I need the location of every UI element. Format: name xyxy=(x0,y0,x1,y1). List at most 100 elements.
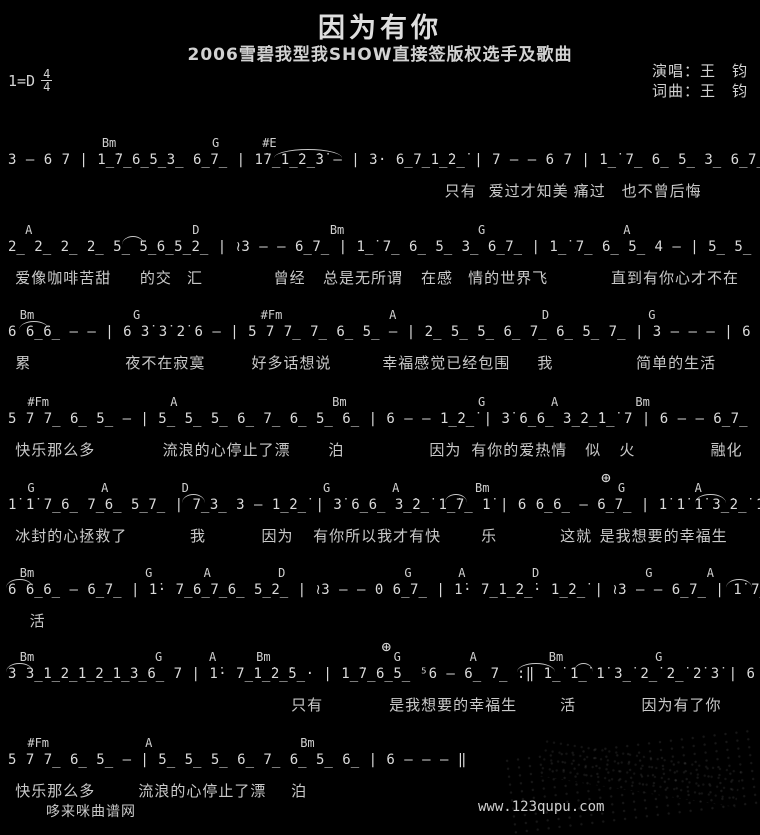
tie-arc xyxy=(695,494,726,503)
lyric-segment: 似 xyxy=(585,441,602,459)
lyric-segment: 活 xyxy=(29,612,46,630)
chord-label: A xyxy=(706,566,715,580)
score-line-7: Bm G A Bm ⊕ G A Bm G 3 3̲1̲2̲1̲2̲1̲3̲6̲ 7 | 1̇· 7… xyxy=(0,637,760,732)
chord-label: A xyxy=(389,308,397,322)
chord-label: G xyxy=(404,566,412,580)
lyric-segment: 是我想要的幸福生 xyxy=(599,527,728,545)
credit-singer: 演唱：王 钧 xyxy=(651,62,748,80)
chord-label: G xyxy=(323,481,331,495)
lyric-segment: 是我想要的幸福生 xyxy=(389,696,518,714)
score-line-5: G A D G A Bm ⊕ G A 1̇ 1̇ 7̲6̲ 7̲6̲ 5̲7̲ | 7̲3̲ 3 … xyxy=(0,468,760,563)
chord-label: Bm xyxy=(19,566,35,580)
lyric-segment: 因为有了你 xyxy=(641,696,722,714)
tie-arc xyxy=(573,663,593,672)
lyric-segment: 也不曾后悔 xyxy=(621,182,702,200)
lyric-segment: 融化 xyxy=(710,441,743,459)
lyric-segment: 幸福感觉已经包围 xyxy=(382,354,511,372)
coda-icon: ⊕ xyxy=(381,637,392,656)
chord-label: A xyxy=(209,650,217,664)
chord-label: Bm xyxy=(548,650,564,664)
chord-label: Bm xyxy=(19,650,35,664)
lyric-segment: 我 xyxy=(537,354,554,372)
chord-label: G xyxy=(478,223,486,237)
chord-label: G xyxy=(393,650,401,664)
score-line-4: #Fm A Bm G A Bm 5 7 7̲ 6̲ 5̲ – | 5̲ 5̲ 5̲ 6̲ 7… xyxy=(0,395,760,477)
time-signature-bottom: 4 xyxy=(43,80,51,94)
lyric-segment: 快乐那么多 xyxy=(15,441,96,459)
chord-label: G xyxy=(145,566,153,580)
chord-label: D xyxy=(192,223,200,237)
chord-label: #Fm xyxy=(27,736,50,750)
chord-label: G xyxy=(212,136,220,150)
tie-arc xyxy=(444,494,468,503)
chord-label: G xyxy=(155,650,163,664)
chord-label: A xyxy=(551,395,559,409)
chord-label: Bm xyxy=(256,650,271,664)
chord-label: G xyxy=(133,308,141,322)
lyric-segment: 曾经 xyxy=(273,269,306,287)
chord-label: Bm xyxy=(329,223,345,237)
lyric-segment: 因为 xyxy=(429,441,462,459)
tie-arc xyxy=(182,494,206,503)
lyric-segment: 有你所以我才有快 xyxy=(313,527,442,545)
lyric-segment: 的交 xyxy=(139,269,172,287)
score-line-3: Bm G #Fm A D G 6 6̲6̲ – – | 6 3̇ 3̇ 2̇ 6 – | 5… xyxy=(0,308,760,390)
lyric-segment: 直到有你心才不在 xyxy=(611,269,740,287)
lyric-segment: 火 xyxy=(619,441,636,459)
chord-label: G xyxy=(655,650,663,664)
chord-label: A xyxy=(623,223,631,237)
chord-label: #Fm xyxy=(27,395,50,409)
chord-label: D xyxy=(541,308,550,322)
footer-site-url: www.123qupu.com xyxy=(478,799,605,815)
lyric-segment: 我 xyxy=(190,527,207,545)
score-line-8: #Fm A Bm 5 7 7̲ 6̲ 5̲ – | 5̲ 5̲ 5̲ 6̲ 7̲ 6̲… xyxy=(0,736,760,818)
chord-label: Bm xyxy=(332,395,347,409)
notes-line: 3 – 6 7 | 1̲̇7̲6̲5̲3̲ 6̲7̲ | 1̇7̲1̲̇2̲̇3… xyxy=(8,152,760,168)
lyric-segment: 夜不在寂寞 xyxy=(125,354,206,372)
chord-label: A xyxy=(101,481,109,495)
credits: 演唱：王 钧 词曲：王 钧 xyxy=(652,62,748,101)
lyric-segment: 痛过 xyxy=(573,182,606,200)
lyric-segment: 泊 xyxy=(291,782,308,800)
tie-arc xyxy=(121,236,145,245)
lyric-segment: 爱像咖啡苦甜 xyxy=(15,269,112,287)
song-subtitle: 2006雪碧我型我SHOW直接签版权选手及歌曲 xyxy=(187,45,573,65)
chord-label: G xyxy=(617,481,626,495)
song-title: 因为有你 xyxy=(318,13,442,44)
lyric-segment: 好多话想说 xyxy=(251,354,332,372)
footer-site-name: 哆来咪曲谱网 xyxy=(46,804,136,820)
lyric-segment: 活 xyxy=(560,696,577,714)
chord-label: #Fm xyxy=(260,308,283,322)
tie-arc xyxy=(725,579,753,588)
notes-line: 3 3̲1̲2̲1̲2̲1̲3̲6̲ 7 | 1̇· 7̲1̲̇2̲̇5̲· |… xyxy=(8,666,756,682)
chord-label: A xyxy=(694,481,702,495)
lyric-segment: 总是无所谓 xyxy=(323,269,404,287)
chord-label: G xyxy=(648,308,656,322)
notes-line: 1̇ 1̇ 7̲6̲ 7̲6̲ 5̲7̲ | 7̲3̲ 3 – 1̲̇2̲̇ |… xyxy=(8,497,760,513)
chord-label: A xyxy=(458,566,466,580)
lyric-segment: 简单的生活 xyxy=(636,354,717,372)
chord-label: G xyxy=(27,481,35,495)
lyric-segment: 在感 xyxy=(421,269,454,287)
coda-icon: ⊕ xyxy=(601,468,611,487)
tie-arc xyxy=(19,321,50,330)
chord-label: Bm xyxy=(101,136,117,150)
lyric-segment: 有你的爱热情 xyxy=(471,441,568,459)
lyric-segment: 汇 xyxy=(186,269,203,287)
lyric-segment: 快乐那么多 xyxy=(15,782,96,800)
chord-label: A xyxy=(170,395,178,409)
score-line-6: Bm G A D G A D G A 6 6̲6̲ – 6̲7̲ | 1̇· 7̲6̲7̲6̲ 5… xyxy=(0,566,760,648)
lyric-segment: 只有 xyxy=(444,182,477,200)
time-signature-top: 4 xyxy=(41,67,53,81)
notes-line: 6 6̲6̲ – 6̲7̲ | 1̇· 7̲6̲7̲6̲ 5̲2̲ | ≀3 –… xyxy=(8,582,760,598)
tie-arc xyxy=(516,663,555,672)
lyric-segment: 泊 xyxy=(328,441,345,459)
lyric-segment: 冰封的心拯救了 xyxy=(15,527,128,545)
chord-label: A xyxy=(392,481,400,495)
lyric-segment: 爱过才知美 xyxy=(488,182,569,200)
lyric-segment: 因为 xyxy=(261,527,294,545)
lyric-segment: 累 xyxy=(15,354,32,372)
